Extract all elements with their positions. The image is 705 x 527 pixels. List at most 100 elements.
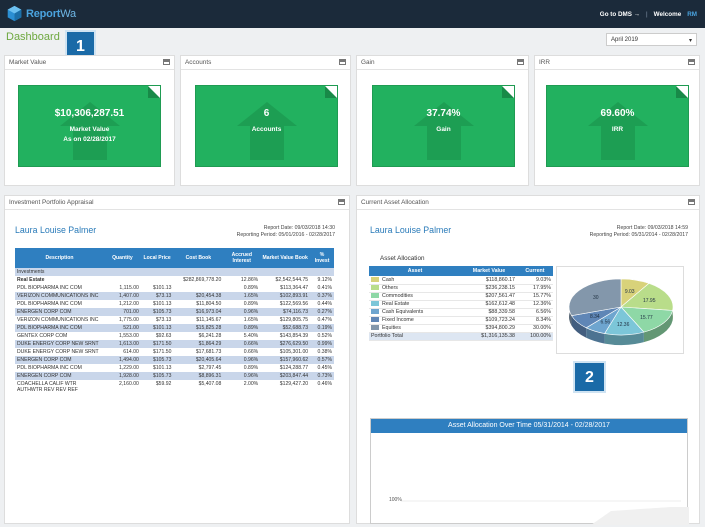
subsection-label: Real Estate (17, 277, 45, 283)
percent-cell: 8.34% (517, 316, 553, 325)
minimize-icon[interactable] (688, 59, 695, 65)
allocation-row[interactable]: Cash Equivalents $88,339.58 6.56% (369, 308, 553, 317)
column-header[interactable]: Description (15, 248, 104, 268)
callout-badge-2: 2 (573, 361, 606, 393)
cell: 2.00% (243, 381, 259, 387)
table-row[interactable]: PDL BIOPHARMA INC COM 1,115.00 $101.13 0.89… (15, 284, 334, 292)
asset-cell: Others (369, 284, 461, 293)
percent-cell: 12.36% (517, 300, 553, 309)
column-header[interactable]: Quantity (103, 248, 141, 268)
cell: $11,804.50 (196, 301, 222, 307)
table-row[interactable]: VERIZON COMMUNICATIONS INC 1,407.00 $73.13… (15, 292, 334, 300)
allocation-row[interactable]: Others $236,238.15 17.95% (369, 284, 553, 293)
table-row[interactable]: GENTEX CORP COM 1,553.00 $92.63 $6,241.28 5.… (15, 332, 334, 340)
cell: ENERGEN CORP COM (15, 372, 104, 380)
cell: 0.19% (310, 324, 334, 332)
pie-label: 17.95 (643, 298, 656, 304)
chevron-down-icon: ▾ (688, 38, 692, 44)
allocation-row[interactable]: Cash $118,860.17 9.03% (369, 276, 553, 285)
table-row[interactable]: PDL BIOPHARMA INC COM 1,212.00 $101.13 $11,… (15, 300, 334, 308)
column-header[interactable]: Current (517, 266, 553, 276)
report-period: Reporting Period: 05/31/2014 - 02/28/201… (589, 232, 688, 238)
cell: PDL BIOPHARMA INC COM (15, 324, 104, 332)
asset-cell: Commodities (369, 292, 461, 301)
percent-cell: 30.00% (517, 324, 553, 333)
total-cell: $1,316,135.38 (461, 332, 517, 341)
cell: 0.66% (223, 340, 261, 348)
pie-label: 6.56 (600, 320, 610, 326)
cell: $101.13 (152, 285, 172, 291)
allocation-row[interactable]: Fixed Income $109,723.24 8.34% (369, 316, 553, 325)
total-cell: Portfolio Total (369, 332, 461, 341)
goto-dms-link[interactable]: Go to DMS → (599, 11, 641, 18)
cell: 2,160.00 (119, 381, 139, 387)
allocation-pie-chart[interactable]: 9.03 17.95 15.77 12.36 6.56 8.34 30 (556, 266, 684, 354)
column-header[interactable]: Market Value Book (260, 248, 311, 268)
app-logo[interactable]: ReportWa (6, 5, 76, 22)
header-separator: | (646, 11, 648, 18)
table-row[interactable]: PDL BIOPHARMA INC COM 521.00 $101.13 $15,82… (15, 324, 334, 332)
table-row[interactable]: COACHELLA CALIF WTR AUTHWTR REV REV REF 2… (15, 380, 334, 394)
minimize-icon[interactable] (688, 199, 695, 205)
allocation-row[interactable]: Real Estate $162,612.48 12.36% (369, 300, 553, 309)
table-row[interactable]: ENERGEN CORP COM 1,494.00 $105.73 $20,405.6… (15, 356, 334, 364)
cell: 0.66% (243, 349, 259, 355)
column-header[interactable]: Accrued Interest (223, 248, 261, 268)
cell: $105,301.00 (279, 349, 309, 355)
column-header[interactable]: % Invest (310, 248, 334, 268)
kpi-tile: 37.74% Gain (373, 86, 514, 166)
column-header[interactable]: Cost Book (173, 248, 224, 268)
minimize-icon[interactable] (338, 199, 345, 205)
table-row[interactable]: DUKE ENERGY CORP NEW SRNT 1,613.00 $171.50… (15, 340, 334, 348)
allocation-row[interactable]: Equities $394,800.29 30.00% (369, 324, 553, 333)
table-row[interactable]: ENERGEN CORP COM 1,928.00 $105.73 $8,896.31… (15, 372, 334, 380)
pie-slice-side (586, 327, 605, 344)
legend-swatch (371, 293, 379, 299)
minimize-icon[interactable] (517, 59, 524, 65)
cell: 0.89% (243, 365, 259, 371)
cell: 9.12% (317, 277, 332, 283)
allocation-over-time-chart[interactable]: Asset Allocation Over Time 05/31/2014 - … (370, 418, 689, 525)
market-value-card: Market Value $10,306,287.51 Market Value… (4, 55, 175, 186)
cell: $122,569.56 (279, 301, 309, 307)
cell: $6,241.28 (198, 333, 222, 339)
market-value-cell: $207,561.47 (461, 292, 517, 301)
table-row[interactable]: ENERGEN CORP COM 701.00 $105.73 $16,973.04 0… (15, 308, 334, 316)
asset-label: Cash (382, 276, 395, 283)
cell: $171.50 (140, 340, 174, 348)
pie-label: 15.77 (640, 315, 653, 321)
cell: 0.44% (317, 301, 332, 307)
accounts-card: Accounts 6 Accounts (180, 55, 351, 186)
cell: 0.41% (317, 285, 332, 291)
cell: $20,405.64 (173, 356, 224, 364)
table-row[interactable]: DUKE ENERGY CORP NEW SRNT 614.00 $171.50 $1… (15, 348, 334, 356)
month-select[interactable]: April 2019 ▾ (606, 33, 697, 46)
allocation-row[interactable]: Commodities $207,561.47 15.77% (369, 292, 553, 301)
cell: 0.89% (243, 301, 259, 307)
appraisal-table: Description Quantity Local Price Cost Bo… (15, 248, 334, 394)
column-header[interactable]: Local Price (140, 248, 174, 268)
kpi-value: 37.74% (426, 108, 461, 119)
cell: 1,407.00 (103, 292, 141, 300)
column-header[interactable]: Asset (369, 266, 461, 276)
cell: ENERGEN CORP COM (15, 308, 104, 316)
user-menu[interactable]: RM (687, 11, 697, 18)
cell: $101.13 (140, 324, 174, 332)
cell: 0.73% (310, 372, 334, 380)
asset-label: Cash Equivalents (382, 309, 424, 315)
asset-label: Fixed Income (382, 317, 414, 323)
client-name: Laura Louise Palmer (15, 225, 97, 235)
cell: 1,775.00 (119, 317, 139, 323)
cell: $2,542,544.75 (275, 277, 309, 283)
minimize-icon[interactable] (163, 59, 170, 65)
table-row[interactable]: VERIZON COMMUNICATIONS INC 1,775.00 $73.13… (15, 316, 334, 324)
pie-label: 30 (593, 295, 599, 301)
area-chart-svg (401, 500, 689, 525)
asset-label: Others (382, 285, 398, 291)
legend-swatch (371, 285, 379, 291)
minimize-icon[interactable] (339, 59, 346, 65)
pie-label: 12.36 (617, 322, 630, 328)
column-header[interactable]: Market Value (461, 266, 517, 276)
market-value-cell: $162,612.48 (461, 300, 517, 309)
table-row[interactable]: PDL BIOPHARMA INC COM 1,229.00 $101.13 $2,7… (15, 364, 334, 372)
